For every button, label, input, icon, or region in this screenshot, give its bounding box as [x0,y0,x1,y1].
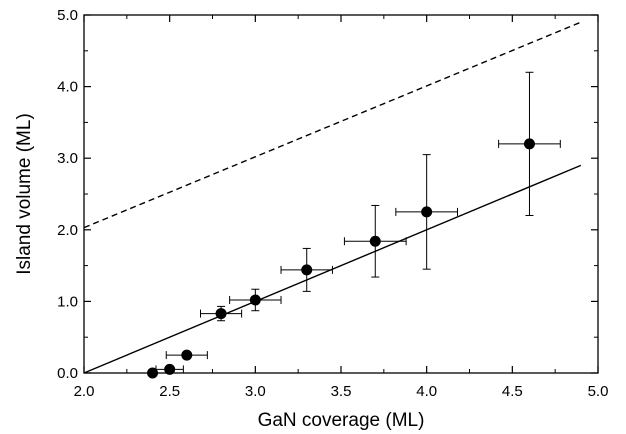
y-tick-label: 0.0 [57,365,78,382]
y-tick-label: 5.0 [57,7,78,24]
plot-border [83,14,599,374]
x-tick-label: 4.5 [502,383,523,400]
data-point [164,363,176,375]
x-tick-label: 3.5 [331,383,352,400]
data-point [147,367,159,379]
data-point [369,235,381,247]
fit-lines [83,21,582,374]
data-point [523,138,535,150]
x-tick-label: 5.0 [588,383,609,400]
y-tick-label: 4.0 [57,79,78,96]
y-axis-ticks [84,14,598,374]
data-point [421,206,433,218]
data-points [147,138,535,379]
y-axis-tick-labels: 0.0 1.0 2.0 3.0 4.0 5.0 [57,7,78,382]
x-tick-label: 4.0 [416,383,437,400]
x-axis-title: GaN coverage (ML) [258,410,425,431]
x-tick-label: 2.0 [74,383,95,400]
x-tick-label: 2.5 [159,383,180,400]
data-point [301,264,313,276]
data-point [249,294,261,306]
y-tick-label: 1.0 [57,293,78,310]
y-axis-title: Island volume (ML) [14,113,35,275]
y-tick-label: 2.0 [57,222,78,239]
x-axis-ticks [83,15,599,373]
x-axis-tick-labels: 2.0 2.5 3.0 3.5 4.0 4.5 5.0 [74,383,609,400]
x-tick-label: 3.0 [245,383,266,400]
error-bars [155,71,561,374]
data-point [215,308,227,320]
y-tick-label: 3.0 [57,150,78,167]
plot-frame [83,14,599,374]
data-point [181,349,193,361]
